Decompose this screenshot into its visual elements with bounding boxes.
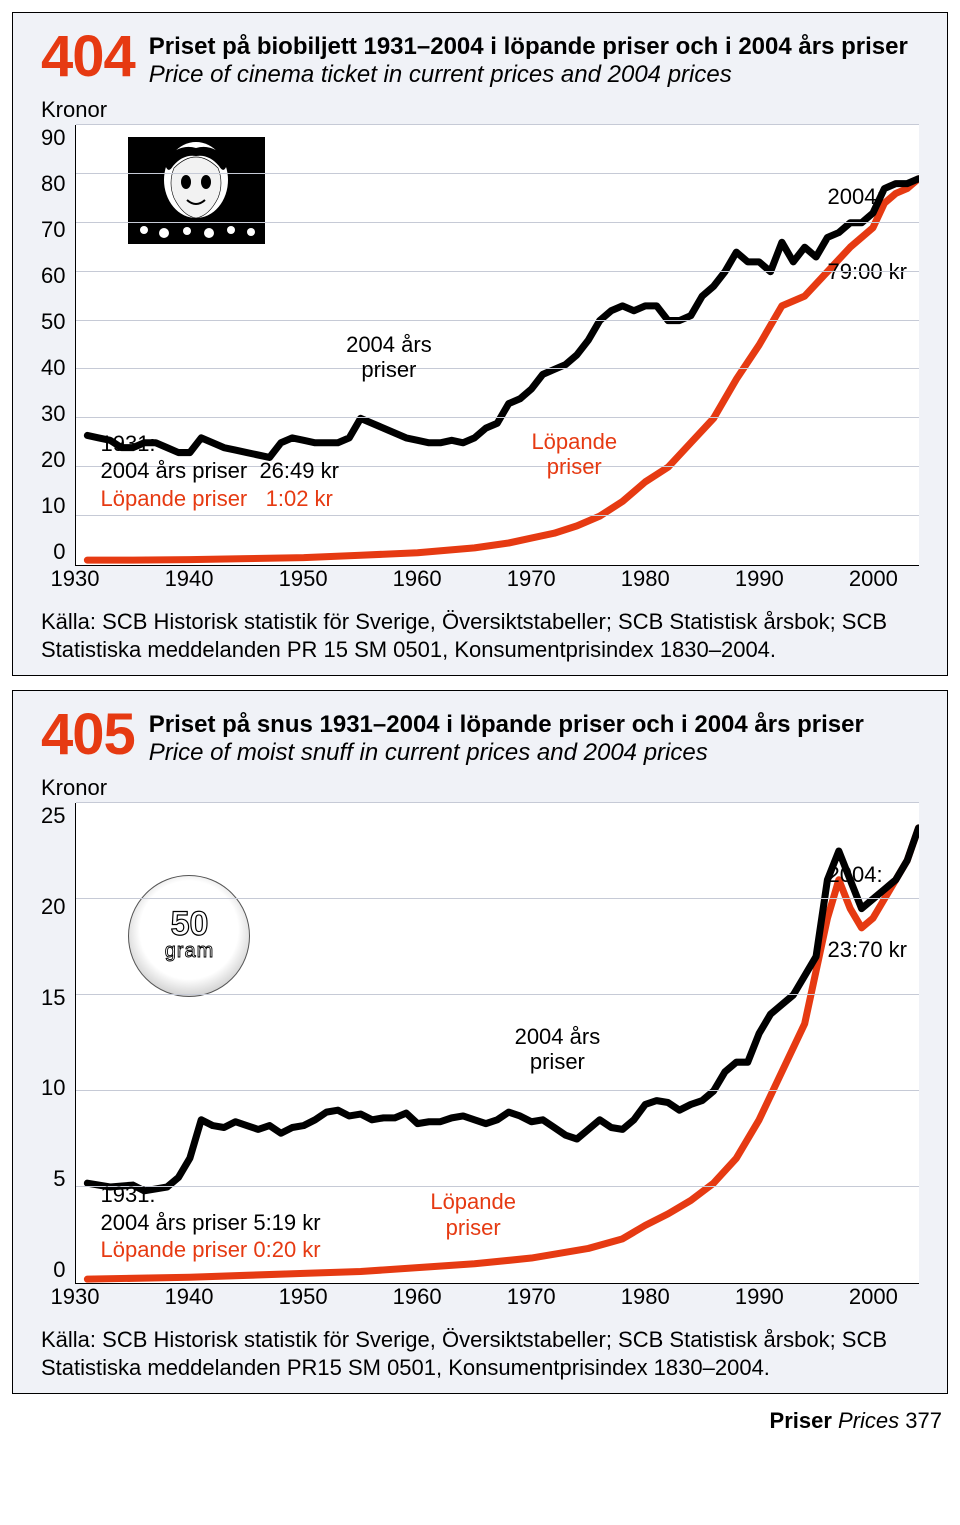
x-tick: 1980 [621,1284,670,1310]
label-2004-priser: 2004 årspriser [515,1024,601,1075]
legend-1931: 1931:2004 års priser 5:19 krLöpande pris… [100,1181,320,1264]
y-tick: 60 [41,263,65,289]
gridline [76,898,919,899]
footer-en: Prices [838,1408,899,1433]
plot-404: 2004: 79:00 kr 2004 årspriser Löpandepris… [75,125,919,566]
y-ticks: 90 80 70 60 50 40 30 20 10 0 [41,125,75,565]
y-tick: 90 [41,125,65,151]
label-2004-priser: 2004 årspriser [346,332,432,383]
gridline [76,368,919,369]
y-tick: 25 [41,803,65,829]
y-tick: 5 [41,1166,65,1192]
end-label-line1: 2004: [828,184,908,209]
gridline [76,515,919,516]
x-tick: 2000 [849,1284,898,1310]
y-tick: 0 [41,1257,65,1283]
label-lopande-priser: Löpandepriser [430,1189,516,1240]
figure-number: 405 [41,709,135,761]
end-label-2004: 2004: 79:00 kr [828,133,908,335]
y-tick: 80 [41,171,65,197]
gridline [76,173,919,174]
footer-page: 377 [905,1408,942,1433]
gridline [76,802,919,803]
gridline [76,124,919,125]
x-ticks: 19301940195019601970198019902000 [75,566,919,594]
y-axis-label: Kronor [41,775,919,801]
gridline [76,994,919,995]
x-tick: 1970 [507,1284,556,1310]
source-text: Källa: SCB Historisk statistik för Sveri… [41,608,919,663]
x-tick: 1950 [279,1284,328,1310]
x-tick: 1970 [507,566,556,592]
gridline [76,271,919,272]
chart-area-404: 90 80 70 60 50 40 30 20 10 0 [41,125,919,566]
x-tick: 1960 [393,1284,442,1310]
end-label-line1: 2004: [828,862,908,887]
y-tick: 70 [41,217,65,243]
titles: Priset på biobiljett 1931–2004 i löpande… [149,31,908,89]
panel-404: 404 Priset på biobiljett 1931–2004 i löp… [12,12,948,676]
label-lopande-priser: Löpandepriser [531,429,617,480]
x-tick: 1990 [735,1284,784,1310]
x-tick: 1960 [393,566,442,592]
footer-sv: Priser [770,1408,832,1433]
panel-405: 405 Priset på snus 1931–2004 i löpande p… [12,690,948,1394]
end-label-line2: 23:70 kr [828,937,908,962]
x-tick: 1950 [279,566,328,592]
header-405: 405 Priset på snus 1931–2004 i löpande p… [41,709,919,767]
title-en: Price of moist snuff in current prices a… [149,739,864,767]
x-tick: 1930 [51,566,100,592]
plot-405: 50 gram 2004: 23:70 kr 2004 årspriserLöp… [75,803,919,1284]
y-ticks: 25 20 15 10 5 0 [41,803,75,1283]
y-tick: 10 [41,493,65,519]
chart-area-405: 25 20 15 10 5 0 50 gram 2004: 23:70 kr 2004 å… [41,803,919,1284]
gridline [76,417,919,418]
title-en: Price of cinema ticket in current prices… [149,61,908,89]
series-line [88,828,919,1191]
y-tick: 30 [41,401,65,427]
source-text: Källa: SCB Historisk statistik för Sveri… [41,1326,919,1381]
title-sv: Priset på biobiljett 1931–2004 i löpande… [149,33,908,61]
y-tick: 40 [41,355,65,381]
titles: Priset på snus 1931–2004 i löpande prise… [149,709,864,767]
y-tick: 10 [41,1075,65,1101]
x-tick: 1940 [165,1284,214,1310]
x-tick: 1980 [621,566,670,592]
gridline [76,320,919,321]
y-tick: 50 [41,309,65,335]
x-tick: 1990 [735,566,784,592]
gridline [76,222,919,223]
gridline [76,1090,919,1091]
y-tick: 0 [41,539,65,565]
y-tick: 15 [41,985,65,1011]
page-footer: Priser Prices 377 [12,1408,948,1434]
x-ticks: 19301940195019601970198019902000 [75,1284,919,1312]
title-sv: Priset på snus 1931–2004 i löpande prise… [149,711,864,739]
figure-number: 404 [41,31,135,83]
x-tick: 1940 [165,566,214,592]
legend-1931: 1931:2004 års priser 26:49 krLöpande pri… [100,430,338,513]
x-tick: 2000 [849,566,898,592]
header-404: 404 Priset på biobiljett 1931–2004 i löp… [41,31,919,89]
end-label-line2: 79:00 kr [828,259,908,284]
y-tick: 20 [41,447,65,473]
end-label-2004: 2004: 23:70 kr [828,811,908,1013]
y-tick: 20 [41,894,65,920]
y-axis-label: Kronor [41,97,919,123]
x-tick: 1930 [51,1284,100,1310]
series-line [88,179,919,458]
